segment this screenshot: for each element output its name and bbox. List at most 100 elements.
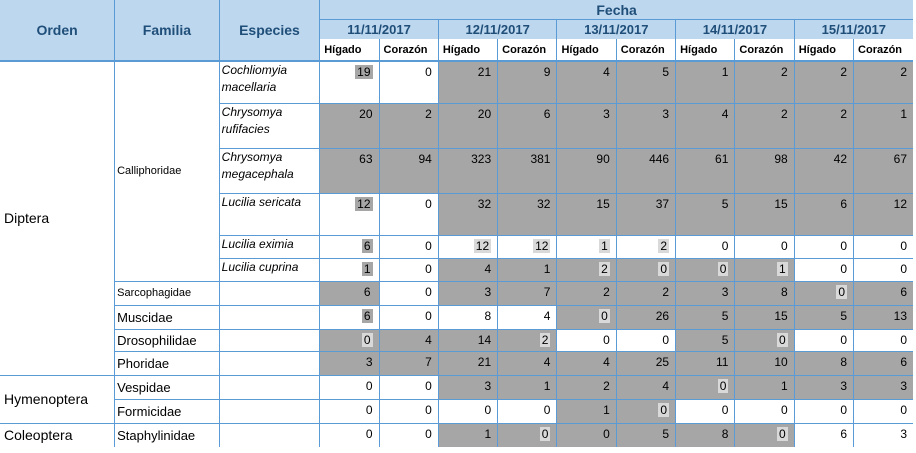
value-cell: 1 — [437, 422, 498, 447]
value-cell: 12 — [853, 192, 913, 235]
value-cell: 4 — [437, 257, 498, 281]
value-bar: 19 — [355, 65, 373, 79]
value-cell: 3 — [675, 280, 735, 305]
value-cell: 7 — [497, 280, 557, 305]
value-cell: 2 — [615, 280, 676, 305]
value-cell: 2 — [556, 257, 617, 281]
value-cell: 0 — [675, 374, 735, 399]
header-higado: Hígado — [319, 39, 380, 62]
value-cell: 6 — [853, 350, 913, 375]
value-cell: 12 — [437, 234, 498, 258]
value-cell: 0 — [378, 234, 439, 258]
value-bar: 0 — [717, 378, 729, 393]
table-row: Lucilia cuprina 1 0 4 1 2 0 0 1 0 0 — [0, 257, 913, 281]
value-cell: 4 — [615, 374, 676, 399]
value-bar: 0 — [658, 402, 670, 417]
table-row: Phoridae 3 7 21 4 4 25 11 10 8 6 — [0, 350, 913, 375]
value-bar: 6 — [361, 238, 373, 253]
value-cell: 6 — [853, 280, 913, 305]
value-cell: 37 — [615, 192, 676, 235]
value-bar: 0 — [361, 332, 373, 347]
species-cell — [218, 280, 320, 305]
species-cell: Chrysomya megacephala — [218, 147, 320, 193]
species-cell — [218, 398, 320, 423]
header-higado: Hígado — [793, 39, 854, 62]
header-higado: Hígado — [437, 39, 498, 62]
header-orden: Orden — [0, 0, 115, 62]
value-cell: 90 — [556, 147, 617, 193]
value-cell: 0 — [378, 192, 439, 235]
familia-vespidae: Vespidae — [114, 374, 220, 399]
value-cell: 13 — [853, 304, 913, 329]
value-cell: 0 — [497, 398, 557, 423]
value-cell: 14 — [437, 328, 498, 351]
value-cell: 0 — [734, 328, 795, 351]
value-bar: 1 — [599, 238, 610, 253]
species-cell: Lucilia cuprina — [218, 257, 320, 281]
value-cell: 3 — [437, 280, 498, 305]
value-cell: 2 — [378, 102, 439, 148]
value-cell: 0 — [497, 422, 557, 447]
header-corazon: Corazón — [378, 39, 439, 62]
value-cell: 3 — [556, 102, 617, 148]
value-cell: 0 — [734, 234, 795, 258]
header-date: 11/11/2017 — [319, 19, 439, 39]
value-cell: 5 — [675, 304, 735, 329]
value-cell: 2 — [734, 60, 795, 103]
value-cell: 0 — [793, 280, 854, 305]
value-cell: 0 — [853, 234, 913, 258]
value-bar: 12 — [355, 196, 373, 211]
value-cell: 3 — [853, 374, 913, 399]
value-cell: 15 — [734, 304, 795, 329]
table-row: Lucilia eximia 6 0 12 12 1 2 0 0 0 0 — [0, 234, 913, 258]
value-cell: 0 — [319, 374, 380, 399]
value-cell: 0 — [615, 328, 676, 351]
value-cell: 5 — [793, 304, 854, 329]
value-cell: 21 — [437, 60, 498, 103]
value-cell: 26 — [615, 304, 676, 329]
value-cell: 8 — [734, 280, 795, 305]
value-cell: 1 — [497, 374, 557, 399]
value-cell: 32 — [437, 192, 498, 235]
value-cell: 0 — [319, 328, 380, 351]
value-cell: 3 — [437, 374, 498, 399]
value-cell: 12 — [497, 234, 557, 258]
header-fecha: Fecha — [319, 0, 913, 20]
value-bar: 12 — [473, 238, 492, 253]
value-cell: 2 — [556, 374, 617, 399]
value-bar: 0 — [717, 261, 729, 276]
value-bar: 0 — [836, 284, 848, 299]
value-bar: 0 — [658, 261, 670, 276]
value-cell: 323 — [437, 147, 498, 193]
value-cell: 0 — [853, 328, 913, 351]
value-cell: 4 — [497, 304, 557, 329]
value-cell: 381 — [497, 147, 557, 193]
value-cell: 2 — [556, 280, 617, 305]
value-cell: 12 — [319, 192, 380, 235]
species-cell: Chrysomya rufifacies — [218, 102, 320, 148]
value-cell: 21 — [437, 350, 498, 375]
value-bar: 2 — [599, 261, 610, 276]
species-cell — [218, 328, 320, 351]
value-cell: 11 — [675, 350, 735, 375]
header-date: 15/11/2017 — [793, 19, 913, 39]
value-cell: 0 — [615, 257, 676, 281]
table-row: Diptera Calliphoridae Cochliomyia macell… — [0, 60, 913, 281]
value-cell: 0 — [675, 257, 735, 281]
value-cell: 446 — [615, 147, 676, 193]
value-cell: 0 — [734, 422, 795, 447]
value-bar: 0 — [777, 426, 788, 441]
familia-calliphoridae: Calliphoridae — [114, 61, 220, 281]
value-cell: 0 — [556, 328, 617, 351]
table-row: Formicidae 0 0 0 0 1 0 0 0 0 0 — [0, 398, 913, 423]
value-cell: 6 — [497, 102, 557, 148]
value-bar: 0 — [777, 332, 788, 347]
value-cell: 0 — [378, 257, 439, 281]
header-corazon: Corazón — [615, 39, 676, 62]
value-cell: 15 — [556, 192, 617, 235]
species-cell: Lucilia sericata — [218, 192, 320, 235]
value-cell: 4 — [556, 350, 617, 375]
species-cell — [218, 350, 320, 375]
table-row: Sarcophagidae 6 0 3 7 2 2 3 8 0 6 — [0, 280, 913, 305]
